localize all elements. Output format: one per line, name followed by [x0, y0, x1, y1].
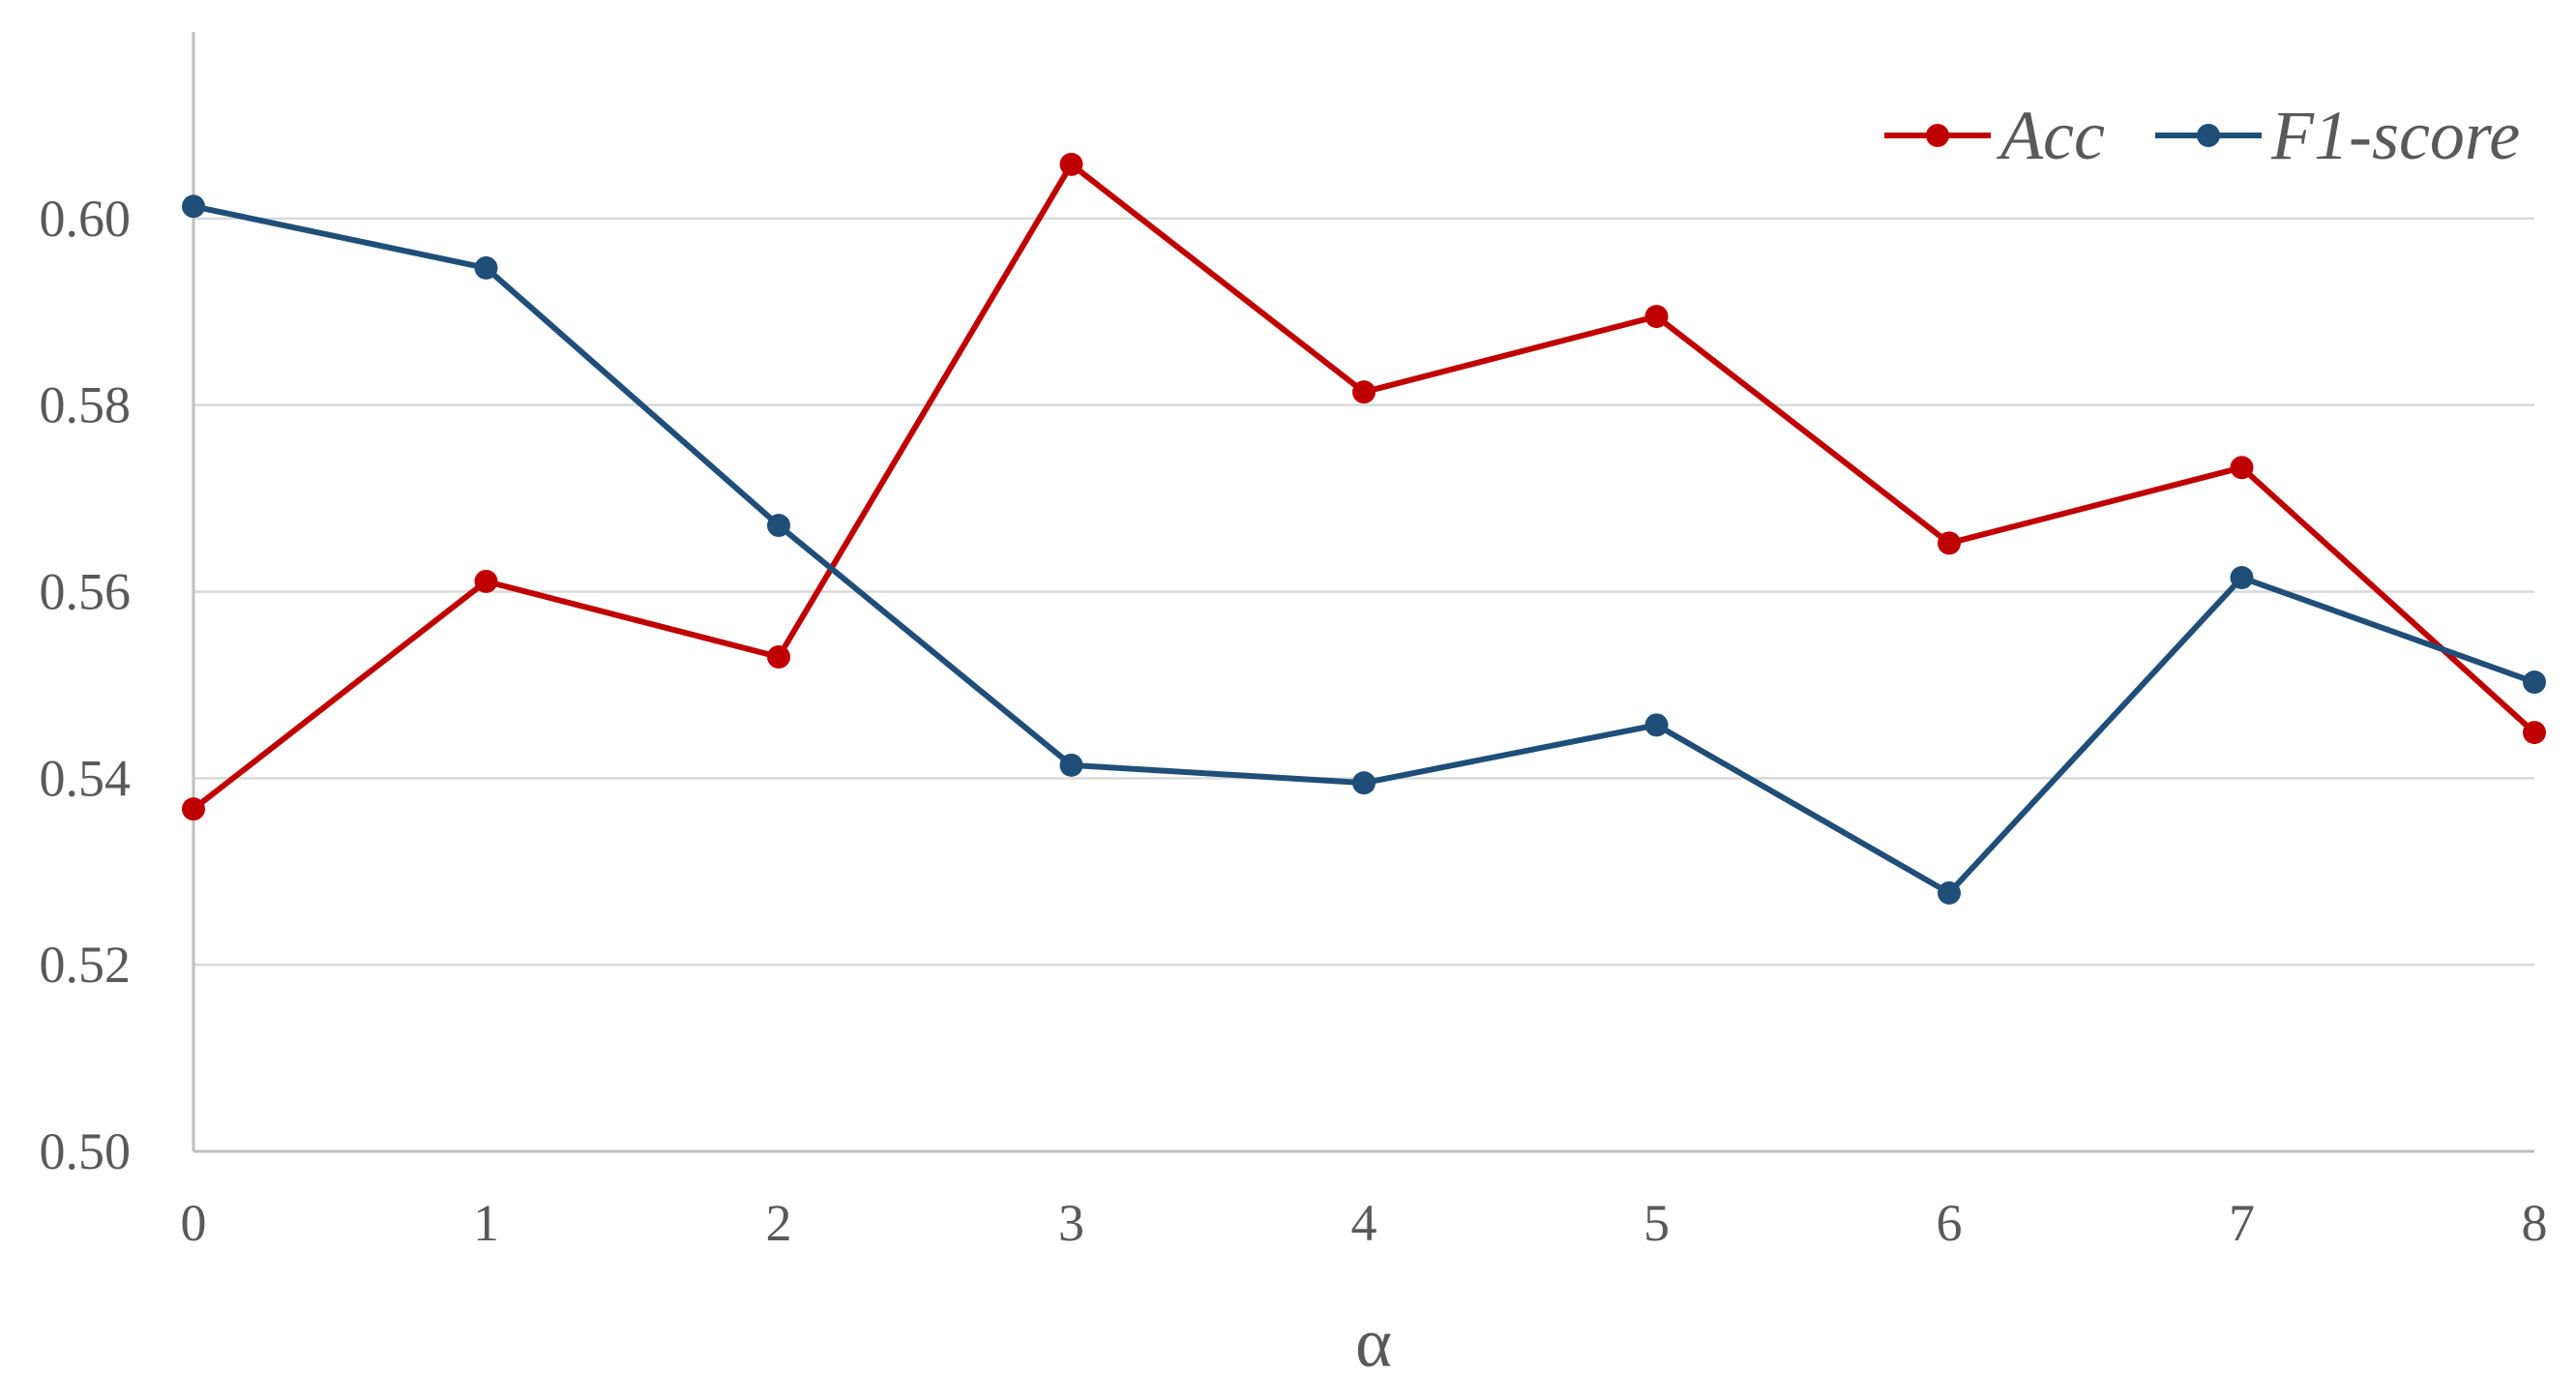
legend-label: F1-score [2270, 97, 2520, 174]
data-point [474, 569, 498, 593]
y-tick-label: 0.56 [40, 563, 132, 621]
series-acc [182, 152, 2546, 821]
data-point [1938, 880, 1961, 905]
legend-item: Acc [1884, 97, 2105, 174]
data-point [182, 797, 205, 821]
data-point [1644, 305, 1669, 329]
x-tick-label: 3 [1058, 1194, 1084, 1252]
x-tick-label: 1 [473, 1194, 499, 1252]
series-f1-score [182, 194, 2546, 905]
legend: Acc F1-score [1884, 97, 2520, 174]
y-tick-label: 0.50 [40, 1122, 132, 1180]
series [182, 152, 2546, 905]
data-point [2523, 670, 2546, 695]
y-tick-label: 0.60 [40, 190, 132, 248]
axes [192, 32, 2534, 1153]
x-tick-label: 6 [1937, 1194, 1963, 1252]
x-tick-label: 4 [1351, 1194, 1377, 1252]
series-line [191, 161, 2537, 813]
x-axis-title: α [1355, 1304, 1392, 1382]
data-point [2523, 721, 2546, 745]
data-point [767, 514, 790, 538]
data-point [474, 255, 498, 280]
y-tick-label: 0.58 [40, 376, 132, 434]
data-point [1938, 531, 1961, 555]
x-tick-label: 8 [2522, 1194, 2548, 1252]
data-point [182, 194, 205, 219]
data-point [2230, 566, 2254, 590]
y-tick-label: 0.54 [40, 749, 132, 807]
x-tick-labels: 0 1 2 3 4 5 6 7 8 [181, 1194, 2548, 1252]
x-tick-label: 7 [2229, 1194, 2255, 1252]
data-point [2230, 456, 2254, 480]
data-point [767, 644, 790, 669]
legend-item: F1-score [2155, 97, 2520, 174]
gridlines [193, 217, 2534, 967]
data-point [1059, 753, 1083, 777]
x-tick-label: 2 [766, 1194, 792, 1252]
y-tick-label: 0.52 [40, 936, 132, 994]
x-tick-label: 5 [1643, 1194, 1670, 1252]
data-point [1352, 380, 1376, 404]
legend-label: Acc [1997, 97, 2105, 174]
data-point [1059, 152, 1083, 176]
x-tick-label: 0 [181, 1194, 207, 1252]
data-point [1352, 771, 1376, 795]
y-tick-labels: 0.50 0.52 0.54 0.56 0.58 0.60 [40, 190, 132, 1180]
data-point [1644, 713, 1669, 737]
legend-marker [1926, 124, 1949, 147]
legend-marker [2197, 124, 2220, 147]
